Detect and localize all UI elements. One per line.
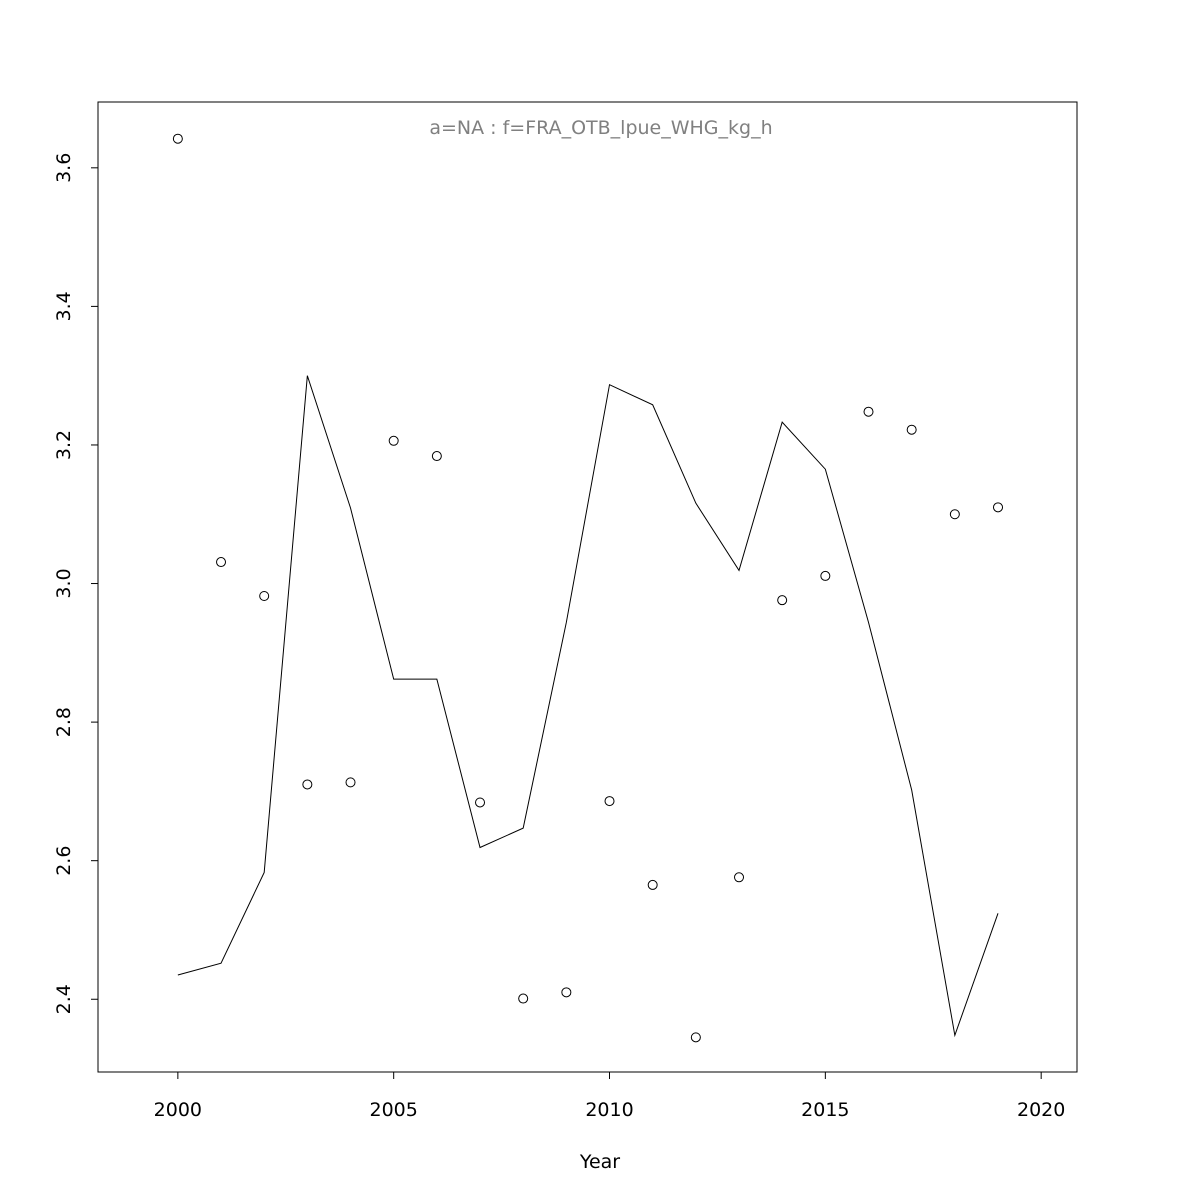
point: [820, 570, 831, 581]
point: [216, 557, 227, 568]
x-axis-label: Year: [579, 1151, 620, 1173]
point: [561, 987, 572, 998]
point: [863, 406, 874, 417]
x-tick-label: 2005: [370, 1099, 418, 1121]
x-tick-label: 2020: [1017, 1099, 1065, 1121]
y-tick-label: 3.4: [53, 291, 75, 321]
point: [993, 502, 1004, 513]
point: [949, 509, 960, 520]
y-tick-label: 3.0: [53, 568, 75, 598]
point: [345, 777, 356, 788]
point: [518, 993, 529, 1004]
point: [777, 595, 788, 606]
point: [647, 879, 658, 890]
point: [690, 1032, 701, 1043]
point: [604, 796, 615, 807]
point: [906, 424, 917, 435]
y-tick-label: 3.6: [53, 153, 75, 183]
x-tick-label: 2015: [801, 1099, 849, 1121]
point: [431, 451, 442, 462]
x-tick-label: 2000: [154, 1099, 202, 1121]
plot-frame: [97, 101, 1078, 1073]
x-tick-label: 2010: [585, 1099, 633, 1121]
y-tick-label: 3.2: [53, 430, 75, 460]
point: [388, 435, 399, 446]
point: [734, 872, 745, 883]
point: [259, 591, 270, 602]
point: [475, 797, 486, 808]
chart-title: a=NA : f=FRA_OTB_lpue_WHG_kg_h: [429, 117, 772, 139]
y-tick-label: 2.4: [53, 984, 75, 1014]
point: [302, 779, 313, 790]
y-tick-label: 2.6: [53, 846, 75, 876]
point: [172, 133, 183, 144]
y-tick-label: 2.8: [53, 707, 75, 737]
line: [177, 375, 999, 1038]
